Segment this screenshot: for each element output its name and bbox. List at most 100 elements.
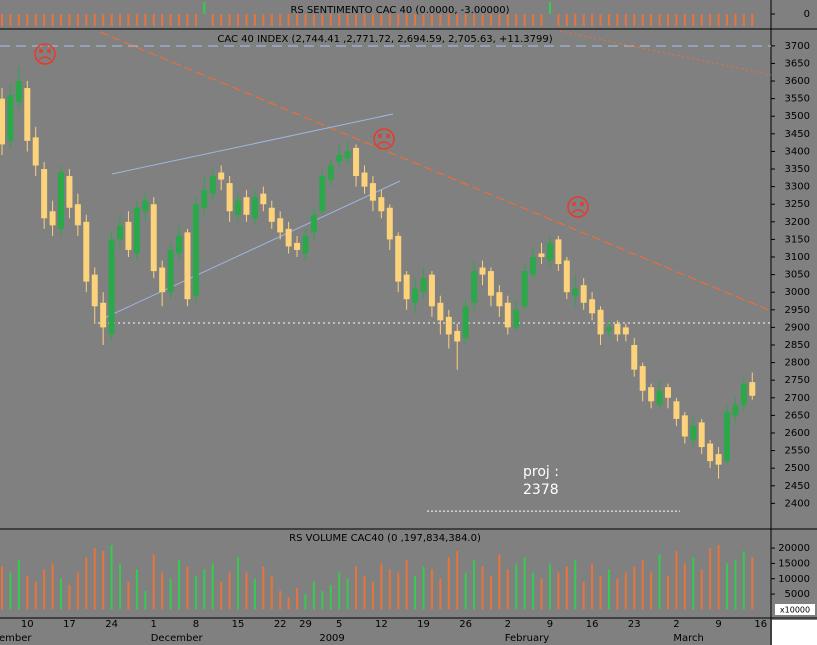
volume-bar: [262, 566, 265, 610]
projection-value: 2378: [523, 482, 559, 498]
sentiment-bar: [26, 14, 29, 26]
sentiment-bar: [532, 14, 535, 26]
candle-body: [66, 176, 73, 208]
y-tick-label: 3000: [785, 287, 810, 298]
sentiment-bar: [405, 14, 408, 26]
sentiment-bar: [237, 14, 240, 26]
candle-body: [41, 169, 48, 219]
volume-bar: [363, 575, 366, 610]
candle-body: [664, 387, 671, 398]
candle-body: [589, 299, 596, 314]
volume-bar: [279, 591, 282, 610]
sentiment-bar: [85, 14, 88, 26]
y-tick-label: 3150: [785, 234, 810, 245]
y-tick-label: 2450: [785, 481, 810, 492]
sentiment-bar: [296, 14, 299, 26]
sentiment-bar: [194, 14, 197, 26]
y-tick-label: 2650: [785, 410, 810, 421]
sentiment-bar: [169, 14, 172, 26]
candle-body: [243, 197, 250, 215]
candle-body: [420, 278, 427, 293]
month-label: December: [151, 633, 204, 644]
volume-bar: [245, 572, 248, 610]
candle-body: [690, 425, 697, 441]
candle-body: [614, 323, 621, 335]
sentiment-bar: [709, 14, 712, 26]
sentiment-bar: [540, 14, 543, 26]
unit-label: x10000: [780, 606, 810, 615]
candle-body: [260, 193, 267, 205]
volume-bar: [523, 557, 526, 610]
sentiment-bar: [439, 14, 442, 26]
sentiment-bar: [456, 14, 459, 26]
candle-body: [24, 88, 31, 141]
candle-body: [487, 271, 494, 296]
volume-bar: [144, 591, 147, 610]
candle-body: [437, 302, 444, 321]
volume-bar: [641, 560, 644, 610]
volume-bar: [481, 566, 484, 610]
sentiment-bar: [692, 14, 695, 26]
candle-body: [530, 257, 537, 275]
volume-bar: [473, 560, 476, 610]
pane-title: RS SENTIMENTO CAC 40 (0.0000, -3.00000): [290, 5, 509, 16]
candle-body: [91, 274, 98, 307]
volume-bar: [161, 572, 164, 610]
unit-box: [775, 604, 815, 615]
sentiment-bar: [574, 14, 577, 26]
sentiment-bar: [127, 14, 130, 26]
volume-bar: [700, 569, 703, 610]
sentiment-bar: [371, 14, 374, 26]
y-tick-label: 2700: [785, 393, 810, 404]
candle-body: [32, 137, 39, 166]
volume-bar: [742, 551, 745, 610]
x-tick-label: 2: [673, 619, 679, 630]
sentiment-bar: [346, 14, 349, 26]
candle-body: [159, 267, 166, 293]
volume-bar: [211, 563, 214, 610]
volume-bar: [110, 545, 113, 610]
sentiment-bar: [287, 14, 290, 26]
sentiment-bar: [506, 14, 509, 26]
volume-bar: [203, 569, 206, 610]
volume-bar: [692, 557, 695, 610]
candle-body: [707, 443, 714, 462]
volume-bar: [666, 575, 669, 610]
sentiment-bar: [548, 2, 551, 14]
candle-body: [184, 232, 191, 300]
sentiment-bar: [397, 14, 400, 26]
candle-body: [58, 172, 65, 229]
sentiment-bar: [279, 14, 282, 26]
candle-body: [310, 214, 317, 233]
candle-body: [403, 274, 410, 300]
x-tick-label: 26: [459, 619, 472, 630]
candle-body: [656, 390, 663, 405]
candle-body: [49, 211, 56, 226]
y-tick-label: 3100: [785, 252, 810, 263]
volume-bar: [9, 572, 12, 610]
x-tick-label: 9: [547, 619, 553, 630]
volume-bar: [616, 578, 619, 610]
y-tick-label: 2550: [785, 446, 810, 457]
volume-bar: [717, 545, 720, 610]
candle-body: [555, 239, 562, 265]
x-tick-label: 19: [417, 619, 430, 630]
volume-bar: [17, 560, 20, 610]
x-tick-label: 1: [151, 619, 157, 630]
candle-body: [378, 197, 385, 212]
sentiment-bar: [102, 14, 105, 26]
sentiment-bar: [380, 14, 383, 26]
candle-body: [302, 235, 309, 254]
y-tick-label: 2600: [785, 428, 810, 439]
candle-body: [226, 183, 233, 212]
volume-bar: [582, 581, 585, 610]
sentiment-bar: [557, 14, 560, 26]
sentiment-bar: [60, 14, 63, 26]
volume-bar: [237, 557, 240, 610]
sentiment-bar: [641, 14, 644, 26]
candle-body: [496, 292, 503, 307]
y-tick-label: 3200: [785, 217, 810, 228]
volume-bar: [169, 578, 172, 610]
sentiment-bar: [700, 14, 703, 26]
volume-bar: [194, 575, 197, 610]
